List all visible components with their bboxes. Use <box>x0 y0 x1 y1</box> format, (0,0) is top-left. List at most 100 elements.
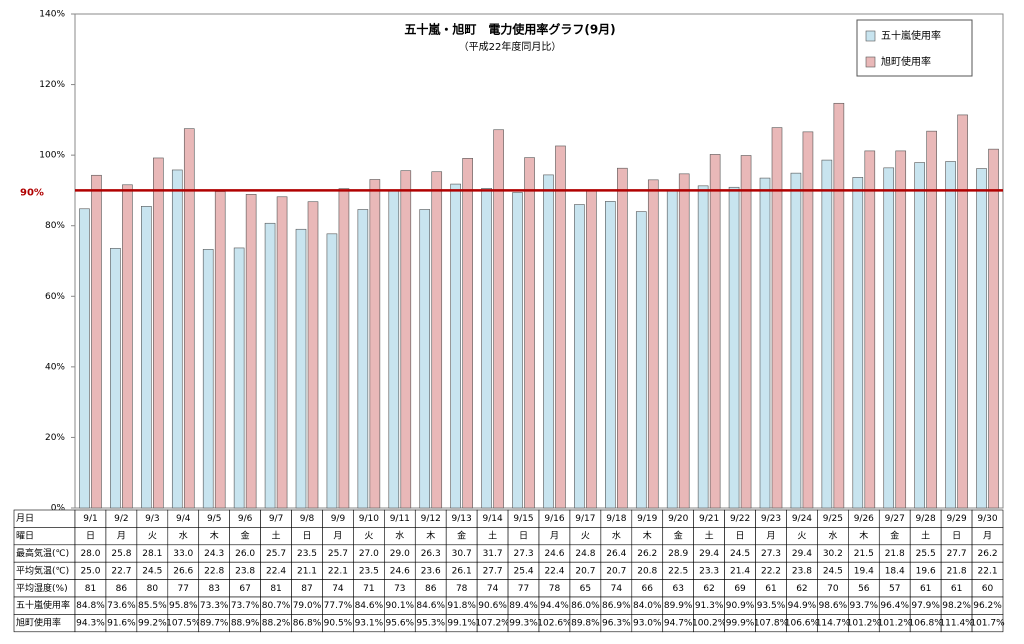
table-cell-text: 84.6% <box>355 601 384 611</box>
table-cell-text: 土 <box>488 530 497 542</box>
table-cell-text: 96.3% <box>602 619 631 629</box>
table-cell-text: 66 <box>642 584 654 594</box>
bar <box>709 154 721 509</box>
table-cell-text: 火 <box>797 531 806 542</box>
table-cell-text: 29.4 <box>699 549 719 559</box>
table-cell-text: 29.4 <box>792 549 812 559</box>
table-cell-text: 95.8% <box>169 601 198 611</box>
table-cell-text: 73.6% <box>107 601 136 611</box>
table-cell-text: 80 <box>147 584 159 594</box>
table-cell-text: 9/1 <box>83 514 97 524</box>
table-cell-text: 26.2 <box>978 549 998 559</box>
table-cell-text: 金 <box>674 530 683 542</box>
table-cell-text: 81 <box>85 584 96 594</box>
table-cell-text: 23.6 <box>421 566 441 576</box>
table-cell-text: 86 <box>425 584 437 594</box>
legend-label: 旭町使用率 <box>881 55 931 68</box>
bar <box>369 179 381 509</box>
table-cell-text: 101.2% <box>878 619 913 629</box>
table-cell-text: 9/22 <box>730 514 750 524</box>
table-cell-text: 90.5% <box>324 619 353 629</box>
bar <box>864 150 876 509</box>
table-cell-text: 月 <box>117 531 126 542</box>
table-cell-text: 111.4% <box>939 619 974 629</box>
bar <box>926 130 937 509</box>
table-cell-text: 日 <box>519 531 528 542</box>
bar <box>833 102 845 509</box>
bar <box>852 177 864 509</box>
bar <box>91 174 102 509</box>
table-cell-text: 70 <box>827 584 839 594</box>
table-cell-text: 22.7 <box>111 566 131 576</box>
table-cell-text: 9/20 <box>668 514 688 524</box>
table-cell-text: 土 <box>705 530 714 542</box>
table-cell-text: 78 <box>549 584 561 594</box>
y-tick-label: 140% <box>39 10 65 20</box>
legend-swatch <box>865 56 876 68</box>
table-row-label: 平均湿度(%) <box>16 582 68 594</box>
table-cell-text: 22.1 <box>328 566 348 576</box>
table-cell-text: 60 <box>982 584 994 594</box>
table-cell-text: 9/23 <box>761 514 781 524</box>
bar <box>957 114 968 509</box>
bar <box>183 128 195 509</box>
bar <box>821 159 833 509</box>
table-cell-text: 84.0% <box>633 601 662 611</box>
table-cell-text: 日 <box>952 531 961 542</box>
table-cell-text: 27.7 <box>483 566 503 576</box>
bar <box>586 190 597 509</box>
y-tick-label: 0% <box>51 504 66 514</box>
table-cell-text: 23.5 <box>297 549 317 559</box>
table-cell-text: 26.0 <box>235 549 255 559</box>
table-cell-text: 93.1% <box>355 619 384 629</box>
bar <box>388 189 400 509</box>
table-cell-text: 95.3% <box>416 619 445 629</box>
bar <box>759 177 771 509</box>
table-cell-text: 61 <box>765 584 776 594</box>
table-cell-text: 23.8 <box>792 566 812 576</box>
table-cell-text: 89.4% <box>509 601 538 611</box>
table-cell-text: 月 <box>766 531 775 542</box>
table-cell-text: 94.3% <box>76 619 105 629</box>
table-cell-text: 9/18 <box>606 514 626 524</box>
table-cell-text: 93.5% <box>757 601 786 611</box>
table-cell-text: 28.9 <box>668 549 688 559</box>
table-cell-text: 93.7% <box>850 601 879 611</box>
table-cell-text: 9/15 <box>513 514 533 524</box>
bar <box>666 190 678 509</box>
table-cell-text: 31.7 <box>483 549 503 559</box>
bar <box>728 186 740 509</box>
table-cell-text: 25.5 <box>916 549 936 559</box>
table-cell-text: 24.3 <box>204 549 224 559</box>
table-cell-text: 9/24 <box>792 514 812 524</box>
bar <box>141 206 152 509</box>
table-cell-text: 9/8 <box>300 514 315 524</box>
bar <box>883 167 895 509</box>
table-cell-text: 78 <box>456 584 468 594</box>
table-cell-text: 26.3 <box>421 549 441 559</box>
table-cell-text: 62 <box>796 584 807 594</box>
bar <box>357 209 369 509</box>
table-cell-text: 86.9% <box>602 601 631 611</box>
table-cell-text: 83 <box>208 584 219 594</box>
table-cell-text: 81 <box>270 584 281 594</box>
table-cell-text: 9/21 <box>699 514 719 524</box>
table-cell-text: 20.8 <box>637 566 657 576</box>
table-cell-text: 28.1 <box>142 549 162 559</box>
table-cell-text: 25.7 <box>266 549 286 559</box>
table-cell-text: 33.0 <box>173 549 193 559</box>
table-cell-text: 月 <box>333 531 342 542</box>
table-cell <box>971 614 1004 633</box>
bar <box>481 188 492 509</box>
table-cell-text: 9/27 <box>885 514 905 524</box>
table-cell-text: 20.7 <box>606 566 626 576</box>
table-cell-text: 20.7 <box>575 566 595 576</box>
table-cell-text: 96.4% <box>880 601 909 611</box>
table-cell-text: 25.4 <box>514 566 534 576</box>
table-cell-text: 86 <box>116 584 128 594</box>
table-cell-text: 9/26 <box>854 514 874 524</box>
table-cell-text: 69 <box>734 584 746 594</box>
table-cell-text: 9/3 <box>145 514 159 524</box>
table-cell-text: 日 <box>736 531 745 542</box>
table-cell-text: 21.5 <box>854 549 874 559</box>
